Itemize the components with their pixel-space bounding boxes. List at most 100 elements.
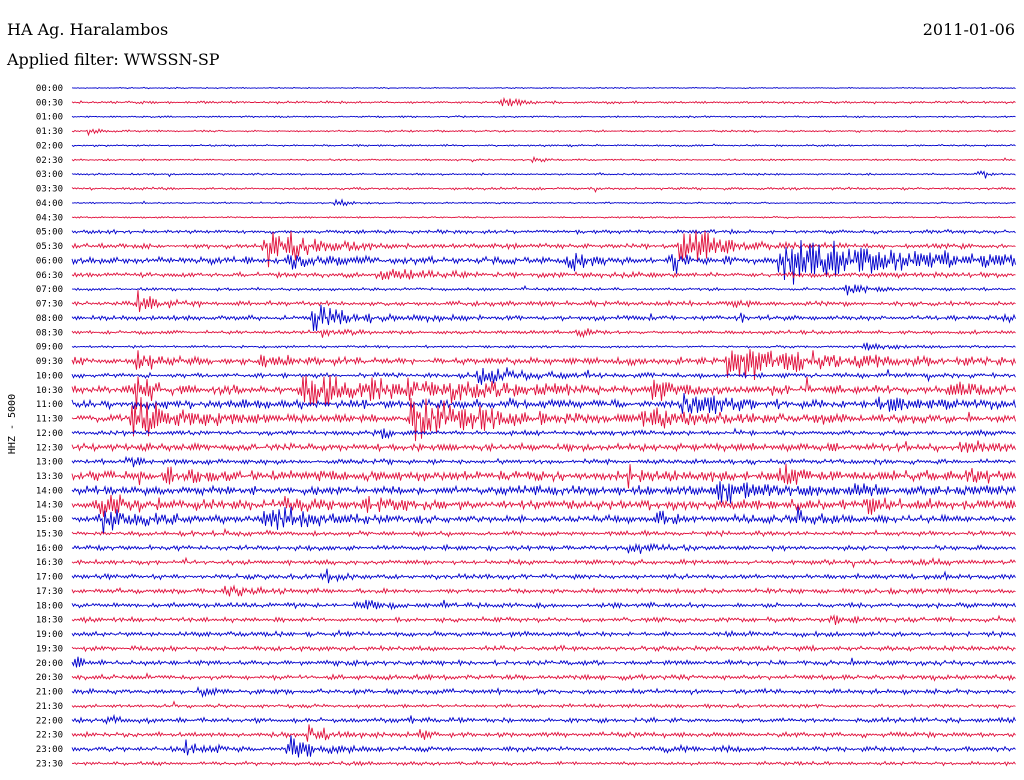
- trace-0600: [71, 240, 1016, 285]
- trace-0700: [71, 283, 1016, 296]
- time-tick-label: 19:30: [36, 644, 63, 654]
- time-tick-label: 19:00: [36, 630, 63, 640]
- filter-label: Applied filter: WWSSN-SP: [7, 50, 220, 69]
- trace-1030: [71, 375, 1016, 410]
- trace-1700: [71, 568, 1016, 584]
- time-tick-label: 20:00: [36, 659, 63, 669]
- trace-2130: [71, 700, 1016, 710]
- trace-2330: [71, 760, 1016, 767]
- trace-1200: [71, 427, 1016, 440]
- time-tick-label: 01:00: [36, 113, 63, 123]
- trace-2230: [71, 724, 1016, 742]
- trace-2200: [71, 713, 1016, 725]
- time-tick-label: 12:00: [36, 429, 63, 439]
- trace-0130: [71, 127, 1016, 137]
- trace-0300: [71, 170, 1016, 179]
- trace-1730: [71, 584, 1016, 597]
- time-tick-label: 01:30: [36, 127, 63, 137]
- time-tick-label: 06:30: [36, 271, 63, 281]
- time-tick-label: 02:00: [36, 141, 63, 151]
- time-tick-label: 06:00: [36, 256, 63, 266]
- time-tick-label: 16:00: [36, 544, 63, 554]
- trace-1930: [71, 644, 1016, 653]
- time-tick-label: 22:30: [36, 731, 63, 741]
- trace-0530: [71, 230, 1016, 268]
- time-tick-label: 03:30: [36, 185, 63, 195]
- time-tick-label: 09:30: [36, 357, 63, 367]
- time-tick-label: 00:00: [36, 84, 63, 94]
- time-tick-label: 02:30: [36, 156, 63, 166]
- time-tick-label: 13:00: [36, 458, 63, 468]
- trace-1430: [71, 494, 1016, 517]
- trace-1130: [71, 397, 1016, 442]
- time-tick-label: 04:00: [36, 199, 63, 209]
- time-tick-label: 11:00: [36, 400, 63, 410]
- trace-0400: [71, 198, 1016, 207]
- time-tick-label: 13:30: [36, 472, 63, 482]
- time-tick-label: 23:30: [36, 759, 63, 769]
- time-tick-label: 15:00: [36, 515, 63, 525]
- time-tick-label: 14:30: [36, 501, 63, 511]
- trace-2100: [71, 685, 1016, 699]
- trace-1300: [71, 455, 1016, 468]
- time-tick-label: 21:30: [36, 702, 63, 712]
- time-tick-label: 18:00: [36, 601, 63, 611]
- trace-0900: [71, 342, 1016, 351]
- trace-0330: [71, 186, 1016, 194]
- trace-0430: [71, 215, 1016, 219]
- trace-0230: [71, 155, 1016, 164]
- trace-2030: [71, 672, 1016, 682]
- trace-0500: [71, 228, 1016, 236]
- trace-1530: [71, 527, 1016, 538]
- time-tick-label: 17:00: [36, 573, 63, 583]
- time-tick-label: 05:30: [36, 242, 63, 252]
- time-tick-label: 12:30: [36, 443, 63, 453]
- trace-2300: [71, 735, 1016, 758]
- time-tick-label: 11:30: [36, 415, 63, 425]
- time-tick-label: 04:30: [36, 213, 63, 223]
- trace-0730: [71, 290, 1016, 313]
- time-tick-label: 14:00: [36, 486, 63, 496]
- trace-1100: [71, 392, 1016, 415]
- trace-1400: [71, 481, 1016, 504]
- trace-1630: [71, 556, 1016, 569]
- trace-0200: [71, 143, 1016, 148]
- y-axis-label: HHZ - 5000: [7, 394, 18, 454]
- trace-0000: [71, 86, 1016, 90]
- trace-0930: [71, 349, 1016, 381]
- time-tick-label: 09:00: [36, 343, 63, 353]
- time-tick-label: 21:00: [36, 688, 63, 698]
- trace-0100: [71, 115, 1016, 119]
- time-tick-label: 20:30: [36, 673, 63, 683]
- time-tick-label: 07:00: [36, 285, 63, 295]
- time-tick-label: 10:00: [36, 371, 63, 381]
- time-tick-label: 05:00: [36, 228, 63, 238]
- time-tick-label: 08:30: [36, 328, 63, 338]
- trace-0630: [71, 268, 1016, 280]
- trace-1600: [71, 542, 1016, 554]
- time-tick-label: 17:30: [36, 587, 63, 597]
- trace-2000: [71, 656, 1016, 668]
- time-tick-label: 03:00: [36, 170, 63, 180]
- trace-1000: [71, 367, 1016, 385]
- trace-1500: [71, 506, 1016, 535]
- time-tick-label: 10:30: [36, 386, 63, 396]
- trace-0830: [71, 328, 1016, 339]
- trace-1230: [71, 440, 1016, 454]
- trace-0030: [71, 96, 1016, 107]
- trace-1830: [71, 613, 1016, 625]
- trace-1900: [71, 629, 1016, 639]
- time-tick-label: 16:30: [36, 558, 63, 568]
- time-tick-label: 15:30: [36, 529, 63, 539]
- time-tick-label: 23:00: [36, 745, 63, 755]
- time-tick-label: 07:30: [36, 300, 63, 310]
- time-tick-label: 08:00: [36, 314, 63, 324]
- trace-1330: [71, 463, 1016, 489]
- station-title: HA Ag. Haralambos: [7, 20, 169, 39]
- trace-1800: [71, 599, 1016, 611]
- time-tick-label: 18:30: [36, 616, 63, 626]
- time-tick-label: 22:00: [36, 716, 63, 726]
- trace-0800: [71, 304, 1016, 331]
